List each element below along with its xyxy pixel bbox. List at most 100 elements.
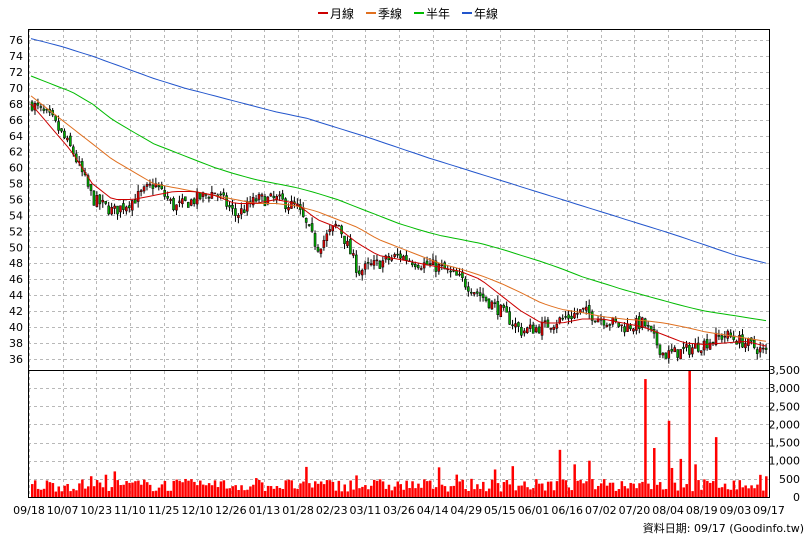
candle-body [130,200,134,211]
candle-body [169,199,172,201]
volume-bar [31,484,34,497]
candle-body [664,352,668,359]
candle-body [95,195,99,207]
volume-bar [546,481,550,497]
candle-body [520,327,523,336]
candle-body [511,324,514,327]
candle-body [366,262,370,264]
volume-bar [576,480,579,497]
volume-bar [723,483,727,497]
volume-bar [375,480,379,497]
volume-bar [756,484,759,497]
candle-body [328,229,332,232]
volume-bar [650,489,653,497]
volume-bar [84,488,87,497]
price-tick-label: 76 [9,34,23,47]
volume-tick-label: 0 [793,491,800,504]
volume-bar [204,485,208,497]
price-tick-label: 62 [9,146,23,159]
volume-bars [31,370,768,497]
candle-body [705,339,709,349]
candle-body [157,185,161,188]
candle-body [413,263,417,268]
volume-bar [314,481,317,497]
candle-body [741,334,744,348]
candle-body [431,259,435,265]
candle-body [558,317,562,323]
legend-label: 季線 [378,6,402,21]
volume-bar [711,481,715,497]
candle-body [537,326,541,334]
candle-body [369,263,373,266]
x-tick-label: 06/01 [518,504,550,517]
volume-bar [355,475,358,497]
volume-bar [352,489,355,497]
volume-bar [535,479,538,497]
volume-bar [411,481,414,497]
volume-bar [343,484,346,497]
x-tick-label: 07/02 [585,504,617,517]
candle-body [467,286,470,292]
volume-bar [514,490,517,497]
candle-body [543,320,547,323]
volume-tick-label: 1,000 [769,455,801,468]
candle-body [481,293,485,298]
volume-bar [579,479,582,497]
price-tick-label: 74 [9,50,23,63]
volume-bar [405,480,408,497]
volume-bar [255,478,258,497]
x-tick-label: 10/07 [47,504,79,517]
volume-bar [390,490,394,497]
volume-bar [490,479,494,497]
candle-body [178,201,181,204]
candle-body [357,270,361,275]
volume-bar [222,480,226,497]
candle-body [352,253,355,256]
candle-body [257,194,261,200]
candle-body [287,207,290,211]
volume-bar [63,485,66,497]
price-tick-label: 56 [9,194,23,207]
candle-body [699,350,703,353]
volume-bar [685,484,688,497]
candle-body [475,291,479,294]
candle-body [69,135,72,147]
volume-bar [328,480,332,497]
volume-bar [588,460,591,497]
candle-body [251,196,255,206]
candle-body [679,349,682,360]
candle-body [228,205,231,208]
candle-body [219,193,222,196]
volume-bar [700,489,703,497]
volume-bar [482,481,485,497]
x-tick-label: 01/28 [282,504,314,517]
candle-body [422,262,426,269]
volume-bar [172,480,176,497]
volume-bar [759,474,762,497]
volume-bar [496,483,500,497]
x-tick-label: 08/04 [652,504,684,517]
candle-body [428,263,432,265]
candle-body [234,208,237,216]
candle-body [540,322,544,336]
volume-bar [287,479,290,497]
x-tick-label: 02/23 [316,504,348,517]
candle-body [555,324,559,329]
candle-body [322,239,326,248]
volume-bar [461,479,464,497]
volume-bar [81,479,84,497]
candle-body [54,115,57,121]
volume-bar [676,490,680,497]
volume-bar [187,480,190,497]
candle-body [405,255,408,261]
candle-body [372,260,376,266]
candle-body [490,301,494,310]
volume-bar [520,485,523,497]
candle-body [546,319,550,328]
x-tick-label: 03/26 [383,504,415,517]
volume-bar [608,482,612,497]
candle-body [142,186,146,192]
candle-body [240,208,243,215]
volume-bar [443,486,447,497]
candle-body [593,320,597,323]
